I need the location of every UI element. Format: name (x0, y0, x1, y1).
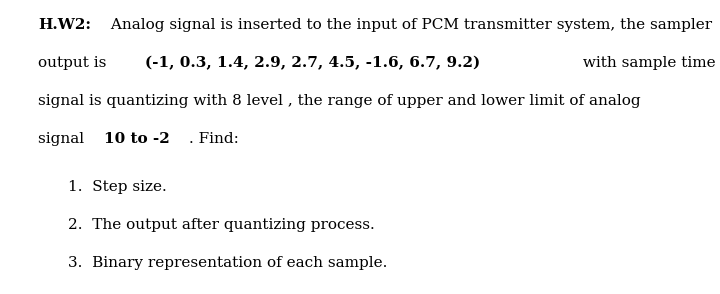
Text: . Find:: . Find: (189, 132, 238, 146)
Text: signal: signal (38, 132, 89, 146)
Text: 2.  The output after quantizing process.: 2. The output after quantizing process. (68, 218, 374, 232)
Text: output is: output is (38, 56, 121, 70)
Text: H.W2:: H.W2: (38, 18, 91, 32)
Text: signal is quantizing with 8 level , the range of upper and lower limit of analog: signal is quantizing with 8 level , the … (38, 94, 641, 108)
Text: 10 to -2: 10 to -2 (104, 132, 169, 146)
Text: 1.  Step size.: 1. Step size. (68, 180, 167, 194)
Text: Analog signal is inserted to the input of PCM transmitter system, the sampler: Analog signal is inserted to the input o… (107, 18, 713, 32)
Text: 3.  Binary representation of each sample.: 3. Binary representation of each sample. (68, 256, 387, 270)
Text: (-1, 0.3, 1.4, 2.9, 2.7, 4.5, -1.6, 6.7, 9.2): (-1, 0.3, 1.4, 2.9, 2.7, 4.5, -1.6, 6.7,… (145, 56, 480, 70)
Text: with sample time: with sample time (577, 56, 720, 70)
